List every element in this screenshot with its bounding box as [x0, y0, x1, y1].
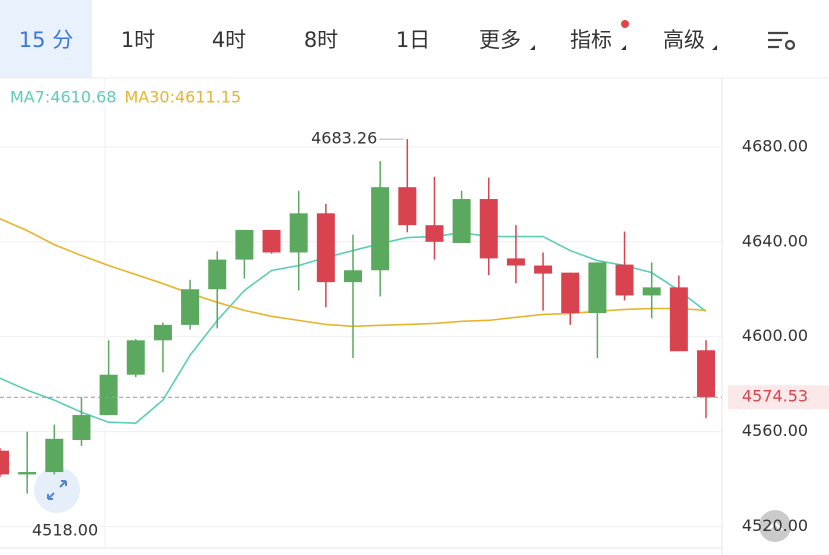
candle-body: [45, 438, 64, 473]
y-tick-label: 4680.00: [742, 136, 808, 155]
y-tick-label: 4600.00: [742, 326, 808, 345]
candle-body: [126, 340, 145, 375]
dropdown-arrows: [530, 45, 717, 50]
candle-body: [425, 225, 444, 242]
tab[interactable]: 1时: [121, 28, 155, 52]
candle-body: [588, 262, 607, 313]
candle-body: [506, 258, 525, 266]
candle-body: [642, 287, 661, 296]
candle-body: [99, 374, 118, 416]
candle-body: [615, 264, 634, 296]
candle-body: [561, 272, 580, 313]
min-label: 4518.00: [32, 521, 98, 540]
candle-body: [669, 287, 688, 352]
active-tab-bg: [0, 0, 92, 78]
expand-button[interactable]: [34, 467, 80, 513]
candle-body: [398, 187, 417, 226]
candle-body: [235, 229, 254, 260]
candle-body: [208, 259, 227, 290]
candle-body: [262, 229, 281, 253]
candle-body: [181, 289, 200, 325]
tab[interactable]: 高级: [663, 28, 705, 52]
tab[interactable]: 8时: [304, 28, 338, 52]
tab[interactable]: 15 分: [19, 28, 73, 52]
legend-entry: MA30:4611.15: [124, 88, 241, 107]
candle-body: [371, 187, 390, 271]
candle-body: [289, 213, 308, 253]
candle-body: [697, 350, 715, 398]
candle-body: [534, 265, 553, 274]
candle-body: [344, 270, 362, 283]
y-tick-label: 4520.00: [742, 516, 808, 535]
scroll-button[interactable]: [759, 510, 791, 542]
notice-dot: [621, 20, 629, 28]
last-price-label: 4574.53: [742, 387, 808, 406]
tab[interactable]: 指标: [570, 28, 612, 52]
legend-entry: MA7:4610.68: [10, 88, 116, 107]
candle-body: [0, 450, 9, 475]
candle-body: [452, 199, 471, 243]
y-tick-label: 4560.00: [742, 421, 808, 440]
max-label: 4683.26: [311, 129, 377, 148]
candle-body: [18, 472, 37, 475]
tab[interactable]: 1日: [396, 28, 430, 52]
y-tick-label: 4640.00: [742, 231, 808, 250]
last-price-box: [728, 385, 829, 410]
candle-body: [72, 415, 91, 440]
candle-body: [479, 199, 498, 259]
tab[interactable]: 4时: [212, 28, 246, 52]
settings-icon[interactable]: [768, 31, 796, 51]
candle-body: [316, 213, 335, 283]
tab[interactable]: 更多: [479, 28, 521, 52]
candle-body: [153, 324, 172, 341]
